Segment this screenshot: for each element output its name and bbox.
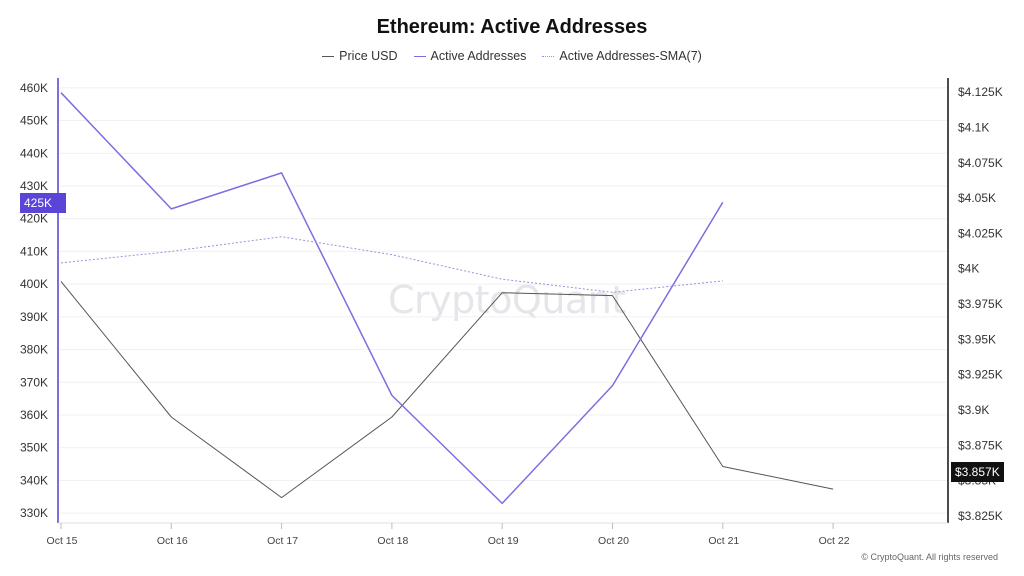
x-tick-label: Oct 20: [598, 535, 629, 547]
y-right-tick-label: $4.025K: [958, 226, 1003, 240]
x-tick-label: Oct 15: [47, 535, 78, 547]
y-right-tick-label: $3.925K: [958, 368, 1003, 382]
y-left-tick-label: 440K: [20, 146, 48, 160]
y-left-tick-label: 390K: [20, 310, 48, 324]
copyright-text: © CryptoQuant. All rights reserved: [861, 552, 998, 562]
y-left-tick-label: 370K: [20, 375, 48, 389]
watermark: CryptoQuant: [388, 278, 626, 322]
y-right-tick-label: $3.825K: [958, 509, 1003, 523]
y-left-tick-label: 420K: [20, 212, 48, 226]
legend-swatch-active-addresses: [413, 55, 426, 57]
y-right-tick-label: $3.95K: [958, 332, 996, 346]
y-right-tick-label: $3.9K: [958, 403, 989, 417]
legend-label-price-usd: Price USD: [339, 49, 398, 63]
legend-label-active-addresses: Active Addresses: [430, 49, 527, 63]
y-right-tick-label: $3.875K: [958, 438, 1003, 452]
y-left-tick-label: 430K: [20, 179, 48, 193]
y-left-tick-label: 340K: [20, 473, 48, 487]
y-right-tick-label: $4K: [958, 262, 979, 276]
active-addresses-sma-line: [60, 236, 723, 293]
x-tick-label: Oct 19: [488, 535, 519, 547]
x-tick-label: Oct 18: [377, 535, 408, 547]
y-right-tick-label: $4.075K: [958, 156, 1003, 170]
y-right-tick-label: $3.975K: [958, 297, 1003, 311]
active-addresses-line: [60, 92, 724, 505]
legend-item-price-usd[interactable]: Price USD: [322, 49, 398, 63]
y-left-tick-label: 460K: [20, 81, 48, 95]
legend-item-active-addresses-sma[interactable]: Active Addresses-SMA(7): [542, 49, 702, 63]
chart-title: Ethereum: Active Addresses: [376, 16, 648, 38]
x-tick-label: Oct 16: [157, 535, 188, 547]
x-tick-label: Oct 22: [819, 535, 850, 547]
y-left-tick-label: 380K: [20, 343, 48, 357]
y-right-tick-label: $4.05K: [958, 191, 996, 205]
y-left-tick-label: 400K: [20, 277, 48, 291]
legend-swatch-price-usd: [322, 55, 335, 57]
y-left-tick-label: 410K: [20, 244, 48, 258]
y-left-tick-label: 350K: [20, 441, 48, 455]
legend-item-active-addresses[interactable]: Active Addresses: [413, 49, 527, 63]
y-left-tick-label: 330K: [20, 506, 48, 520]
legend-label-active-addresses-sma: Active Addresses-SMA(7): [559, 49, 702, 63]
y-right-tick-label: $4.125K: [958, 85, 1003, 99]
y-left-tick-label: 360K: [20, 408, 48, 422]
y-left-tick-label: 450K: [20, 114, 48, 128]
current-price-badge: $3.857K: [951, 462, 1004, 482]
current-active-addresses-badge: 425K: [20, 193, 66, 213]
y-right-tick-label: $4.1K: [958, 120, 989, 134]
x-tick-label: Oct 21: [708, 535, 739, 547]
price-usd-line: [60, 281, 834, 499]
x-tick-label: Oct 17: [267, 535, 298, 547]
legend-swatch-active-addresses-sma: [542, 55, 555, 57]
chart-legend: Price USD Active Addresses Active Addres…: [0, 49, 1024, 63]
